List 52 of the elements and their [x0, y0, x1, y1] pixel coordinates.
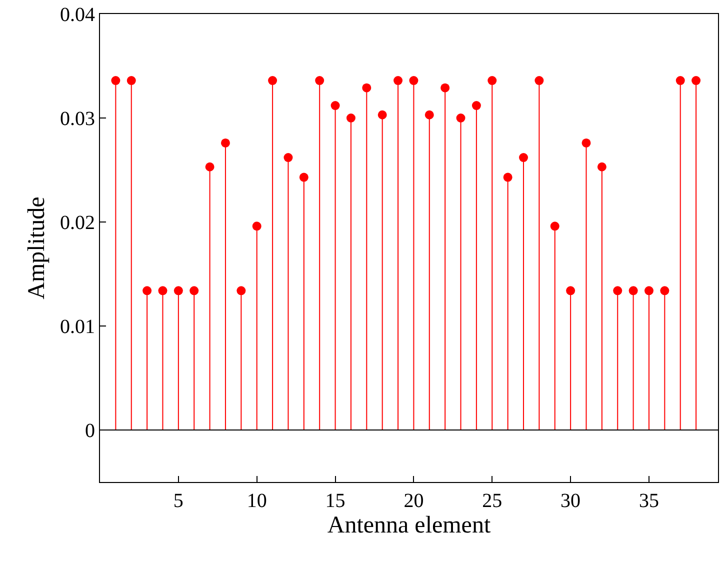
- point: [440, 83, 450, 92]
- x-tick-label: 20: [404, 490, 424, 512]
- point: [488, 76, 497, 86]
- point: [126, 76, 136, 86]
- point: [550, 222, 560, 231]
- point: [252, 222, 262, 231]
- point: [378, 110, 387, 120]
- point: [503, 172, 512, 182]
- point: [190, 286, 199, 296]
- point: [174, 286, 183, 296]
- x-tick-label: 35: [638, 490, 659, 512]
- point: [299, 172, 308, 182]
- point: [220, 138, 230, 148]
- point: [346, 114, 356, 122]
- point: [676, 76, 685, 86]
- x-tick-label: 30: [560, 490, 581, 512]
- point: [315, 76, 324, 86]
- point: [142, 286, 152, 296]
- point: [236, 286, 246, 296]
- point: [597, 162, 606, 172]
- point: [692, 76, 701, 86]
- x-tick-label: 15: [325, 490, 346, 512]
- x-tick-label: 5: [173, 490, 184, 512]
- point: [628, 286, 638, 296]
- point: [394, 76, 403, 86]
- y-tick-label: 0.02: [60, 212, 95, 234]
- y-axis-title: Amplitude: [24, 196, 50, 300]
- point: [519, 153, 528, 162]
- point: [534, 76, 544, 86]
- point: [330, 101, 340, 110]
- y-tick-label: 0.03: [60, 108, 95, 130]
- point: [111, 76, 120, 86]
- point: [613, 286, 622, 296]
- y-tick-label: 0.01: [60, 316, 95, 338]
- point: [582, 138, 591, 148]
- point: [158, 286, 168, 296]
- point: [205, 162, 214, 172]
- x-tick-label: 25: [482, 490, 502, 512]
- x-axis-title: Antenna element: [327, 512, 491, 538]
- point: [644, 286, 654, 296]
- point: [362, 83, 372, 92]
- point: [284, 153, 293, 162]
- point: [456, 114, 466, 122]
- point: [660, 286, 670, 296]
- y-tick-label: 0.04: [60, 4, 95, 26]
- y-tick-label: 0: [85, 420, 95, 442]
- point: [424, 110, 434, 120]
- point: [268, 76, 278, 86]
- point: [472, 101, 481, 110]
- point: [409, 76, 418, 86]
- x-tick-label: 10: [246, 490, 267, 512]
- point: [566, 286, 576, 296]
